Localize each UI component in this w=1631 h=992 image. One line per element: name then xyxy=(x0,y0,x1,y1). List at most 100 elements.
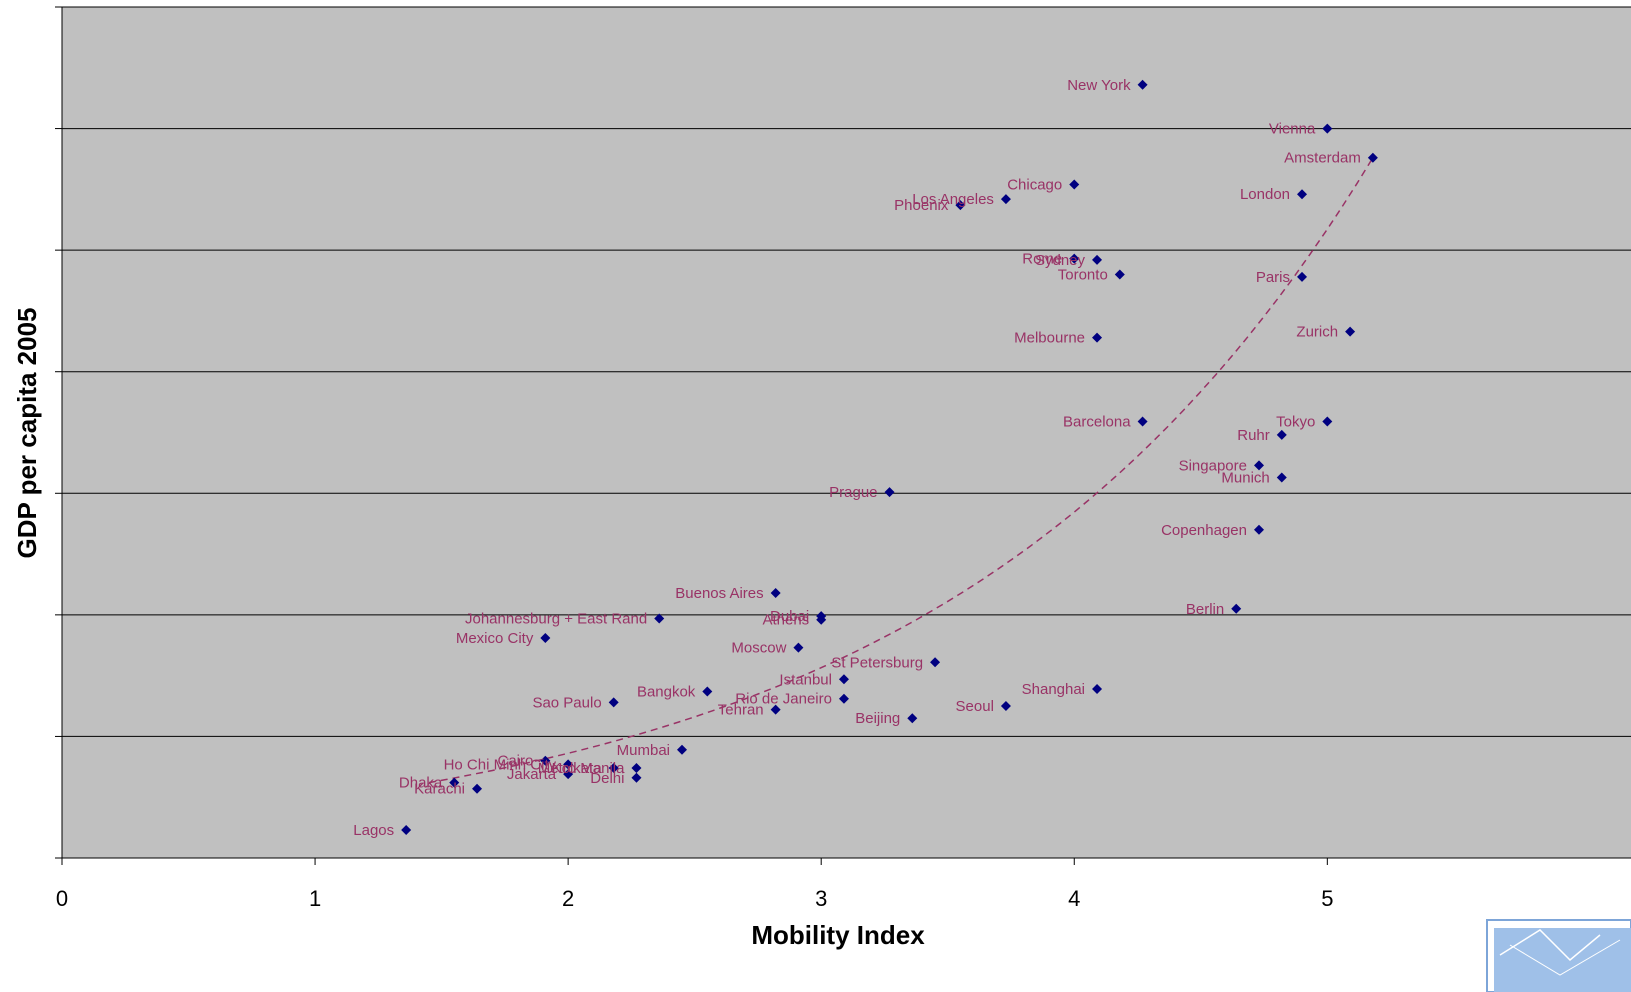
y-axis-ticks xyxy=(55,6,62,859)
data-point xyxy=(631,763,642,774)
data-point xyxy=(1000,194,1011,205)
point-label: Delhi xyxy=(590,770,624,787)
data-point xyxy=(1137,79,1148,90)
trendline xyxy=(428,157,1374,784)
y-axis-title: GDP per capita 2005 xyxy=(12,308,42,559)
point-label: Zurich xyxy=(1296,324,1338,341)
point-label: Seoul xyxy=(956,698,994,715)
point-label: Athens xyxy=(762,612,809,629)
data-point xyxy=(1253,524,1264,535)
point-label: Mexico City xyxy=(456,630,534,647)
data-point xyxy=(631,772,642,783)
point-label: Buenos Aires xyxy=(675,585,763,602)
point-labels: New York Vienna Amsterdam Chicago London Los … xyxy=(353,77,1361,839)
data-point xyxy=(930,657,941,668)
data-point xyxy=(1092,332,1103,343)
data-points xyxy=(401,79,1378,836)
x-tick-label: 0 xyxy=(56,886,68,911)
point-label: Bangkok xyxy=(637,683,696,700)
data-point xyxy=(907,713,918,724)
point-label: Istanbul xyxy=(779,671,832,688)
data-point xyxy=(884,487,895,498)
point-label: London xyxy=(1240,186,1290,203)
data-point xyxy=(472,783,483,794)
data-point xyxy=(1000,701,1011,712)
data-point xyxy=(838,693,849,704)
data-point xyxy=(1297,271,1308,282)
point-label: Tokyo xyxy=(1276,414,1315,431)
x-tick-label: 4 xyxy=(1068,886,1080,911)
data-point xyxy=(955,200,966,211)
point-label: Cairo xyxy=(497,753,533,770)
point-label: Karachi xyxy=(414,781,465,798)
point-label: Shanghai xyxy=(1022,681,1085,698)
x-tick-label: 3 xyxy=(815,886,827,911)
data-point xyxy=(793,642,804,653)
point-label: Chicago xyxy=(1007,176,1062,193)
data-point xyxy=(540,755,551,766)
data-point xyxy=(654,613,665,624)
point-label: Barcelona xyxy=(1063,414,1131,431)
data-point xyxy=(401,825,412,836)
point-label: Beijing xyxy=(855,710,900,727)
plot-area xyxy=(62,7,1631,858)
point-label: Sao Paulo xyxy=(532,694,601,711)
x-tick-label: 1 xyxy=(309,886,321,911)
data-point xyxy=(1137,416,1148,427)
point-label: Kolkata xyxy=(552,760,603,777)
data-point xyxy=(1092,254,1103,265)
data-point xyxy=(677,744,688,755)
point-label: Toronto xyxy=(1058,266,1108,283)
data-point xyxy=(1114,269,1125,280)
point-label: Ho Chi Minh City xyxy=(444,756,557,773)
point-label: Munich xyxy=(1221,469,1269,486)
point-label: Dubai xyxy=(770,608,809,625)
data-point xyxy=(1322,123,1333,134)
point-label: Tehran xyxy=(718,702,764,719)
data-point xyxy=(608,697,619,708)
data-point xyxy=(540,632,551,643)
data-point xyxy=(1367,152,1378,163)
point-label: Rome xyxy=(1022,251,1062,268)
data-point xyxy=(1345,326,1356,337)
data-point xyxy=(563,769,574,780)
data-point xyxy=(816,614,827,625)
gridlines xyxy=(62,6,1631,737)
point-label: Johannesburg + East Rand xyxy=(465,611,647,628)
point-label: Mumbai xyxy=(617,742,670,759)
point-label: Phoenix xyxy=(894,197,949,214)
data-point xyxy=(1069,253,1080,264)
x-axis-ticks: 0 1 2 3 4 5 xyxy=(56,858,1333,911)
logo-icon xyxy=(1486,919,1631,992)
data-point xyxy=(770,587,781,598)
point-label: Copenhagen xyxy=(1161,522,1247,539)
data-point xyxy=(1092,684,1103,695)
point-label: Berlin xyxy=(1186,601,1224,618)
point-label: Lagos xyxy=(353,822,394,839)
data-point xyxy=(1297,189,1308,200)
data-point xyxy=(608,763,619,774)
x-axis-title: Mobility Index xyxy=(751,920,925,950)
point-label: Moscow xyxy=(731,640,786,657)
point-label: Vienna xyxy=(1269,121,1316,138)
data-point xyxy=(563,759,574,770)
x-tick-label: 5 xyxy=(1321,886,1333,911)
point-label: Dhaka xyxy=(399,775,443,792)
data-point xyxy=(838,674,849,685)
point-label: Paris xyxy=(1256,269,1290,286)
point-label: New York xyxy=(1067,77,1131,94)
point-label: St Petersburg xyxy=(831,654,923,671)
point-label: Melbourne xyxy=(1014,330,1085,347)
data-point xyxy=(449,777,460,788)
data-point xyxy=(1069,179,1080,190)
data-point xyxy=(1276,472,1287,483)
data-point xyxy=(1276,429,1287,440)
point-label: Metro Manila xyxy=(538,760,625,777)
data-point xyxy=(770,704,781,715)
point-label: Amsterdam xyxy=(1284,150,1361,167)
point-label: Prague xyxy=(829,484,877,501)
point-label: Jakarta xyxy=(507,766,557,783)
data-point xyxy=(1253,460,1264,471)
point-label: Los Angeles xyxy=(912,191,994,208)
